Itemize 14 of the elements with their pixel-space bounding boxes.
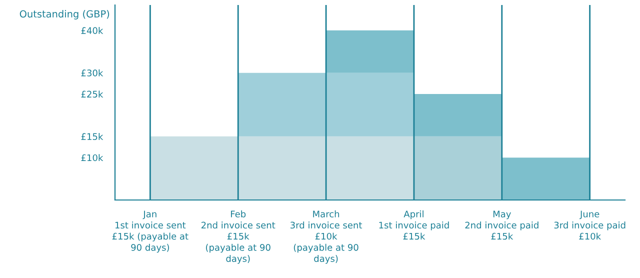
y-tick-label: £10k	[81, 154, 104, 162]
bar	[414, 136, 502, 200]
x-tick-label: March 3rd invoice sent £10k (payable at 90 days)	[290, 210, 362, 264]
y-tick-label: £30k	[81, 69, 104, 76]
x-tick-label: Jan 1st invoice sent £15k (payable at 90 days)	[112, 210, 188, 253]
bar	[326, 30, 414, 73]
x-tick-label: Feb 2nd invoice sent £15k (payable at 90 days)	[201, 210, 276, 264]
x-tick-label: June 3rd invoice paid £10k	[554, 210, 626, 240]
y-tick-label: £40k	[81, 27, 104, 34]
y-axis-title: Outstanding (GBP)	[20, 10, 110, 20]
x-tick-label: May 2nd invoice paid £15k	[465, 210, 538, 240]
x-tick-label: April 1st invoice paid £15k	[379, 210, 449, 240]
y-tick-label: £15k	[81, 132, 104, 140]
y-tick-label: £25k	[81, 90, 104, 98]
